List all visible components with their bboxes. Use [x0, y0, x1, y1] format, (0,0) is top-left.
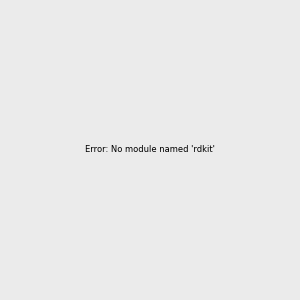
Text: Error: No module named 'rdkit': Error: No module named 'rdkit'	[85, 146, 215, 154]
